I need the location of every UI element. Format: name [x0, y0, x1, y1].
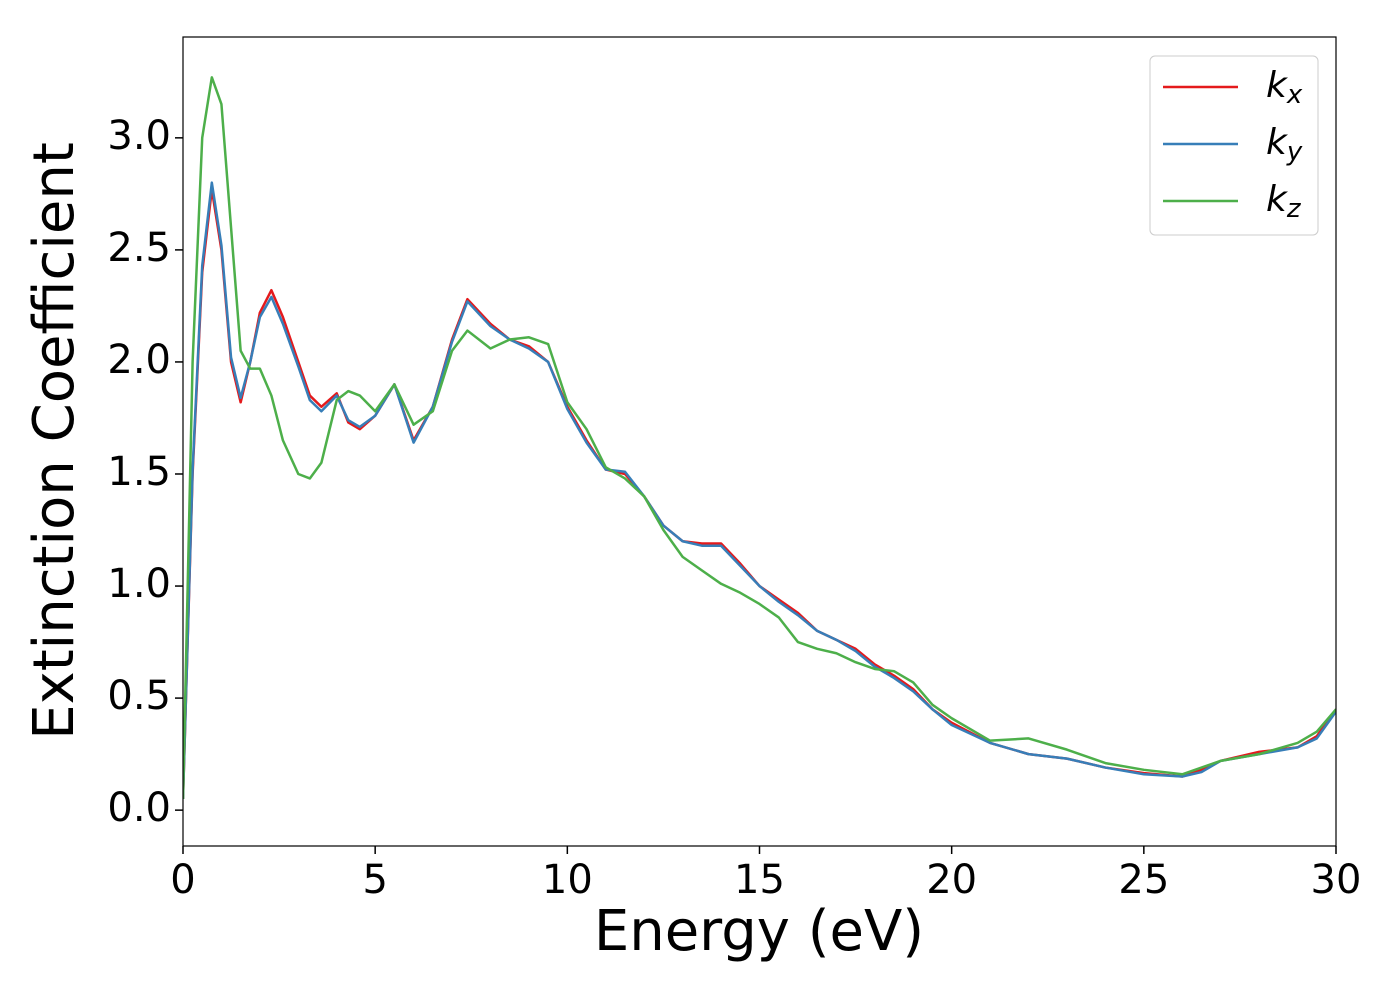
y-tick-label: 1.0: [107, 561, 171, 607]
y-tick-label: 0.0: [107, 785, 171, 831]
legend-box: [1149, 55, 1319, 236]
legend-label: kx: [1266, 65, 1303, 110]
series-line: [183, 181, 1336, 799]
y-tick-label: 2.0: [107, 337, 171, 383]
y-tick-label: 1.5: [107, 449, 171, 495]
legend-label: kz: [1266, 179, 1302, 224]
x-tick-label: 10: [542, 857, 593, 903]
x-tick-label: 20: [926, 857, 977, 903]
plot-frame: [182, 36, 1337, 847]
x-tick-label: 15: [734, 857, 785, 903]
legend-label: ky: [1266, 122, 1303, 167]
x-tick-label: 25: [1118, 857, 1169, 903]
y-axis-label: Extinction Coefficient: [22, 142, 87, 740]
y-tick-label: 2.5: [107, 225, 171, 271]
x-tick-label: 0: [170, 857, 195, 903]
y-tick-label: 3.0: [107, 113, 171, 159]
x-axis-label: Energy (eV): [594, 899, 924, 964]
series-line: [183, 188, 1336, 799]
y-tick-label: 0.5: [107, 673, 171, 719]
x-tick-label: 30: [1311, 857, 1362, 903]
x-tick-label: 5: [362, 857, 387, 903]
series-line: [183, 76, 1336, 799]
